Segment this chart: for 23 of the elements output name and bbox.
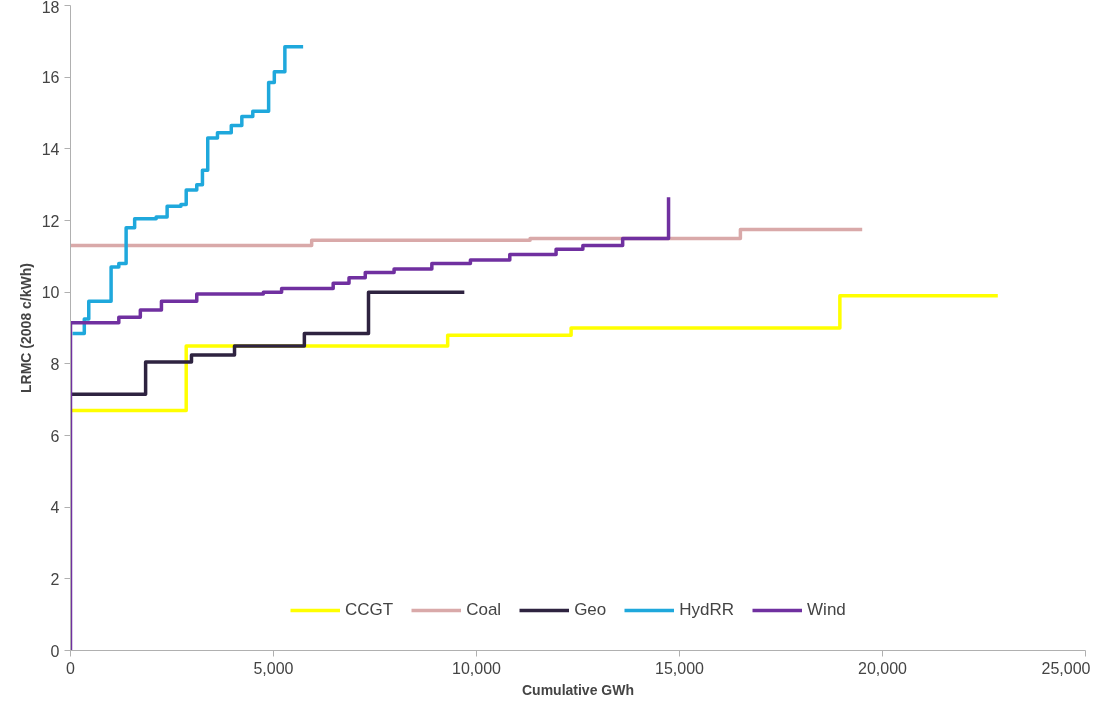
x-axis-title: Cumulative GWh [522, 681, 635, 698]
x-tick-label: 25,000 [1041, 659, 1091, 677]
y-tick-label: 2 [50, 570, 60, 588]
x-tick-label: 5,000 [253, 659, 294, 677]
x-tick-label: 15,000 [655, 659, 705, 677]
y-tick-label: 6 [50, 427, 60, 445]
y-axis-title: LRMC (2008 c/kWh) [17, 263, 34, 393]
legend-label: Geo [574, 600, 607, 620]
x-tick-label: 20,000 [858, 659, 908, 677]
y-tick-label: 14 [41, 140, 60, 158]
x-tick-label: 10,000 [452, 659, 502, 677]
legend-label: Wind [807, 600, 846, 620]
y-tick-label: 8 [50, 355, 60, 373]
y-tick-label: 0 [50, 642, 60, 660]
y-tick-label: 12 [41, 212, 60, 230]
legend-label: CCGT [345, 600, 394, 620]
y-tick-label: 18 [41, 0, 60, 16]
legend-label: HydRR [679, 600, 735, 620]
y-tick-label: 10 [41, 284, 60, 302]
y-tick-label: 16 [41, 69, 60, 87]
legend-label: Coal [466, 600, 502, 620]
y-tick-label: 4 [50, 499, 60, 517]
x-tick-label: 0 [66, 659, 76, 677]
